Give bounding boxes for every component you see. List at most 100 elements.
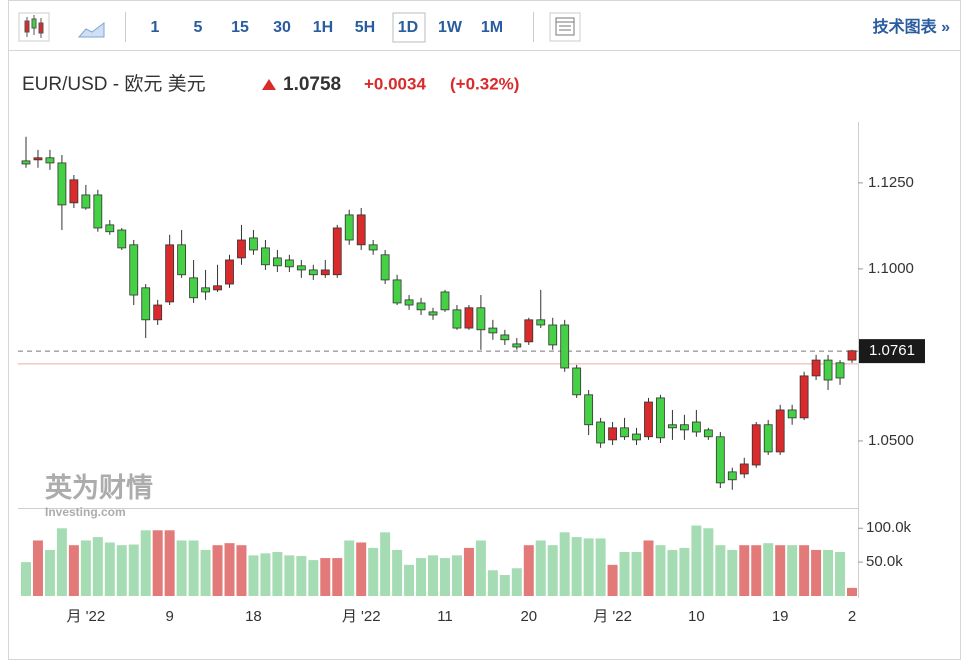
volume-bar bbox=[535, 540, 546, 596]
x-tick-label: 月 '22 bbox=[342, 608, 381, 625]
candle-body bbox=[380, 254, 390, 281]
candle-body bbox=[141, 287, 151, 321]
candle-body bbox=[57, 162, 67, 206]
instrument-title: EUR/USD - 欧元 美元 bbox=[22, 73, 206, 95]
x-tick-label: 20 bbox=[520, 608, 537, 625]
interval-button[interactable]: 1M bbox=[481, 19, 503, 36]
candle-body bbox=[320, 269, 330, 276]
candle-body bbox=[153, 304, 163, 321]
volume-bar bbox=[116, 545, 127, 596]
candle-body bbox=[524, 319, 534, 343]
volume-bar bbox=[416, 558, 427, 596]
candle-icon[interactable] bbox=[18, 12, 50, 42]
volume-bar bbox=[320, 558, 331, 596]
candle-body bbox=[93, 194, 103, 229]
volume-bar bbox=[128, 544, 139, 596]
candle-body bbox=[440, 291, 450, 311]
interval-button[interactable]: 1 bbox=[151, 19, 160, 36]
interval-button[interactable]: 1W bbox=[438, 19, 463, 36]
interval-button[interactable]: 5H bbox=[355, 19, 375, 36]
volume-bar bbox=[344, 540, 355, 596]
candle-body bbox=[680, 424, 689, 431]
volume-bar bbox=[559, 532, 570, 596]
volume-bar bbox=[667, 549, 678, 596]
candle-body bbox=[572, 367, 582, 396]
volume-bar bbox=[272, 551, 283, 596]
volume-bar bbox=[847, 587, 857, 596]
volume-bar bbox=[463, 547, 474, 596]
candle-body bbox=[356, 214, 366, 246]
x-tick-label: 月 '22 bbox=[66, 608, 105, 625]
candle-body bbox=[775, 409, 785, 453]
layout-icon[interactable] bbox=[549, 12, 581, 42]
tech-chart-link[interactable]: 技术图表 » bbox=[873, 17, 950, 36]
candle-body bbox=[823, 359, 833, 381]
volume-bar bbox=[475, 540, 486, 596]
candle-body bbox=[751, 424, 761, 466]
interval-button[interactable]: 5 bbox=[194, 19, 203, 36]
candle-body bbox=[69, 179, 79, 204]
volume-bar bbox=[92, 537, 103, 596]
x-tick-label: 11 bbox=[437, 608, 453, 625]
candle-body bbox=[392, 279, 402, 304]
volume-bar bbox=[523, 545, 534, 596]
candle-body bbox=[512, 343, 522, 348]
volume-bar bbox=[308, 560, 319, 596]
volume-bar bbox=[164, 530, 175, 596]
candle-body bbox=[500, 334, 510, 341]
volume-bar bbox=[439, 558, 450, 596]
last-price-label: 1.0761 bbox=[869, 342, 915, 359]
volume-bar bbox=[787, 545, 798, 596]
candle-body bbox=[584, 394, 594, 426]
candle-body bbox=[488, 327, 498, 334]
candle-body bbox=[632, 433, 641, 441]
candle-body bbox=[81, 194, 91, 209]
candle-body bbox=[21, 160, 31, 165]
volume-tick-label: 100.0k bbox=[866, 519, 912, 536]
volume-bar bbox=[487, 570, 498, 596]
volume-bar bbox=[21, 562, 31, 596]
candle-body bbox=[284, 259, 294, 268]
volume-bar bbox=[583, 538, 594, 596]
candle-body bbox=[213, 285, 222, 291]
x-tick-label: 19 bbox=[772, 608, 789, 625]
candle-body bbox=[296, 265, 306, 271]
interval-button[interactable]: 15 bbox=[231, 19, 249, 36]
candle-body bbox=[308, 269, 318, 276]
volume-bar bbox=[68, 545, 79, 596]
candle-body bbox=[703, 429, 713, 438]
candle-body bbox=[105, 224, 115, 233]
volume-bar bbox=[404, 564, 415, 596]
candle-body bbox=[129, 244, 139, 296]
volume-bar bbox=[619, 551, 630, 596]
interval-button[interactable]: 1D bbox=[398, 19, 418, 36]
volume-bar bbox=[296, 556, 307, 596]
volume-bar bbox=[332, 558, 343, 596]
candle-body bbox=[464, 307, 474, 329]
volume-bar bbox=[104, 542, 115, 596]
volume-bar bbox=[260, 553, 271, 596]
candle-body bbox=[33, 157, 43, 161]
candle-body bbox=[261, 247, 270, 266]
interval-button[interactable]: 1H bbox=[313, 19, 333, 36]
candle-body bbox=[45, 157, 55, 164]
volume-tick-label: 50.0k bbox=[866, 553, 903, 570]
volume-bar bbox=[200, 549, 211, 596]
watermark-sub: Investing.com bbox=[45, 505, 126, 519]
candle-body bbox=[225, 259, 234, 285]
volume-bar bbox=[356, 542, 367, 596]
volume-bar bbox=[751, 545, 762, 596]
candle-body bbox=[332, 227, 342, 276]
volume-bar bbox=[823, 549, 834, 596]
interval-button[interactable]: 30 bbox=[273, 19, 291, 36]
candle-body bbox=[249, 237, 258, 251]
area-icon[interactable] bbox=[77, 22, 105, 38]
last-price-badge bbox=[859, 339, 925, 364]
volume-bar bbox=[607, 564, 618, 596]
volume-bar bbox=[739, 545, 750, 596]
volume-bar bbox=[811, 549, 822, 596]
volume-bar bbox=[547, 545, 558, 596]
candle-body bbox=[237, 239, 246, 259]
candle-body bbox=[644, 401, 653, 438]
volume-bar bbox=[380, 532, 391, 596]
